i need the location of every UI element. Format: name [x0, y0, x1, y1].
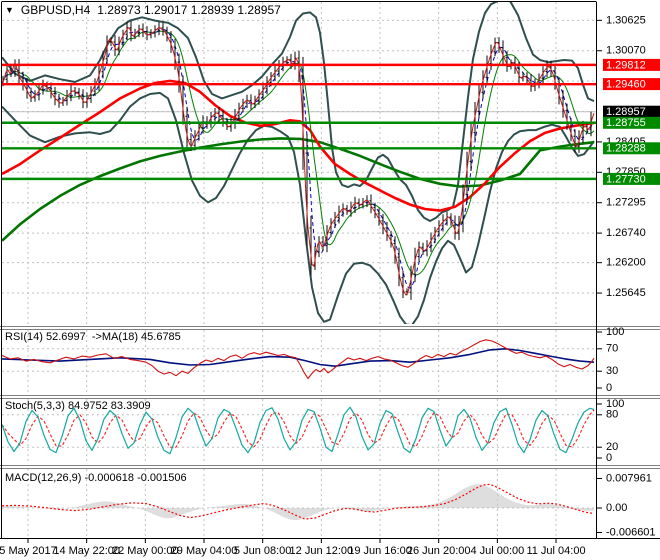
- macd-axis-label: 0.00: [606, 502, 627, 514]
- symbol-dropdown-icon[interactable]: ▼: [5, 4, 14, 15]
- x-axis-label: 14 May 22:00: [53, 545, 120, 557]
- macd-histogram: [2, 484, 594, 521]
- svg-text:1.27730: 1.27730: [606, 173, 646, 185]
- panel-separators: [0, 326, 660, 539]
- ma-lines: [2, 29, 595, 289]
- chart-border: [1, 1, 597, 538]
- price-tag: [603, 105, 660, 118]
- x-axis-label: 26 Jun 20:00: [407, 545, 471, 557]
- x-axis-label: 22 May 00:00: [112, 545, 179, 557]
- y-axis-tick-label: 1.30625: [606, 14, 646, 26]
- y-axis-tick-label: 1.25645: [606, 287, 646, 299]
- svg-text:1.29460: 1.29460: [606, 79, 646, 91]
- close-line: [2, 27, 595, 296]
- price-tag: [603, 172, 660, 185]
- x-axis-label: 19 Jun 16:00: [348, 545, 412, 557]
- macd-axis-label: -0.006601: [606, 526, 656, 538]
- stoch-axis-label: 0: [606, 452, 612, 464]
- stoch-axis-label: 20: [606, 441, 618, 453]
- time-axis[interactable]: [0, 538, 660, 560]
- x-axis-label: 4 Jul 00:00: [470, 545, 524, 557]
- price-tag: [603, 58, 660, 71]
- symbol-label: GBPUSD,H4: [20, 3, 91, 17]
- stoch-axis-label: 80: [606, 409, 618, 421]
- y-axis-tick-label: 1.26200: [606, 257, 646, 269]
- rsi-axis-label: 70: [606, 343, 618, 355]
- price-tag: [603, 142, 660, 155]
- stoch-d-line: [1, 409, 595, 448]
- rsi-indicator-label: RSI(14) 52.6997 ->MA(18) 45.6785: [5, 331, 181, 343]
- candlesticks: [2, 21, 593, 300]
- svg-text:1.28288: 1.28288: [606, 143, 646, 155]
- chart-title: ▼ GBPUSD,H4 1.28973 1.29017 1.28939 1.28…: [5, 3, 281, 17]
- svg-text:1.29812: 1.29812: [606, 59, 646, 71]
- rsi-panel: [1, 339, 595, 380]
- price-tag: [603, 78, 660, 91]
- y-axis-tick-label: 1.30070: [606, 45, 646, 57]
- svg-text:1.28957: 1.28957: [606, 106, 646, 118]
- x-axis-label: 29 May 04:00: [171, 545, 238, 557]
- svg-text:1.28755: 1.28755: [606, 117, 646, 129]
- rsi-axis-label: 0: [606, 382, 612, 394]
- macd-axis-label: 0.007961: [606, 472, 652, 484]
- stoch-k-line: [1, 406, 595, 455]
- price-axis[interactable]: [597, 0, 660, 538]
- price-tag: [603, 116, 660, 129]
- bollinger-bands: [2, 2, 595, 324]
- x-axis-label: 11 Jul 04:00: [526, 545, 585, 557]
- x-axis-label: 5 May 2017: [0, 545, 57, 557]
- stoch-panel: [1, 406, 595, 455]
- y-axis-tick-label: 1.27295: [606, 197, 646, 209]
- rsi-line: [1, 339, 595, 380]
- stoch-axis-label: 100: [606, 398, 624, 410]
- ohlc-values: 1.28973 1.29017 1.28939 1.28957: [97, 3, 281, 17]
- x-axis-label: 12 Jun 12:00: [290, 545, 354, 557]
- horizontal-levels: [2, 63, 596, 181]
- macd-panel: [1, 483, 595, 521]
- rsi-ma-line: [1, 347, 595, 368]
- x-axis-label: 5 Jun 08:00: [234, 545, 292, 557]
- y-axis-tick-label: 1.26740: [606, 227, 646, 239]
- rsi-axis-label: 30: [606, 365, 618, 377]
- main-panel: [2, 2, 596, 324]
- macd-indicator-label: MACD(12,26,9) -0.000618 -0.001506: [5, 472, 187, 484]
- macd-signal-line: [1, 483, 595, 520]
- rsi-axis-label: 100: [606, 326, 624, 338]
- stoch-indicator-label: Stoch(5,3,3) 84.9752 83.3909: [5, 400, 151, 412]
